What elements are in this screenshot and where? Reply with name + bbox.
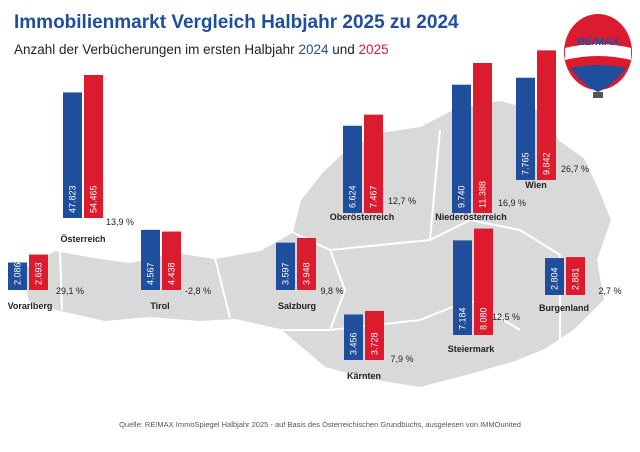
value-label: 11.388 [478,181,488,208]
category-label: Niederösterreich [435,212,507,222]
bar [566,257,585,295]
change-label: 9,8 % [320,286,343,296]
value-label: 2.086 [13,262,23,285]
value-label: 3.948 [302,262,312,285]
change-label: 12,5 % [492,312,520,322]
logo-text: RE/MAX [577,36,620,48]
bar [473,63,492,213]
value-label: 2.804 [550,267,560,290]
change-label: 2,7 % [598,286,621,296]
value-label: 2.881 [571,267,581,290]
value-label: 8.080 [479,307,489,330]
bar [141,229,160,290]
category-label: Steiermark [448,344,496,354]
value-label: 3.456 [349,332,359,355]
bar [63,92,82,218]
value-label: 6.624 [348,185,358,208]
bar [162,231,181,290]
category-label: Burgenland [539,303,589,313]
bar [364,114,383,213]
change-label: 7,9 % [390,354,413,364]
bar [453,240,472,335]
value-label: 2.693 [34,262,44,285]
value-label: 47.823 [68,185,78,213]
subtitle: Anzahl der Verbücherungen im ersten Halb… [14,42,389,57]
subtitle-joiner: und [332,42,355,57]
bar [297,237,316,290]
category-label: Vorarlberg [8,301,53,311]
logo: RE/MAX [564,14,632,98]
change-label: -2,8 % [185,286,211,296]
bar [29,254,48,290]
bar [84,75,103,218]
category-label: Kärnten [347,371,381,381]
change-label: 16,9 % [498,198,526,208]
subtitle-text: Anzahl der Verbücherungen im ersten Halb… [14,42,295,57]
value-label: 3.728 [370,332,380,355]
value-label: 4.567 [146,262,156,285]
change-label: 29,1 % [56,286,84,296]
value-label: 4.438 [167,262,177,285]
value-label: 9.740 [457,185,467,208]
change-label: 26,7 % [561,164,589,174]
value-label: 54.465 [89,185,99,213]
value-label: 7.467 [369,185,379,208]
category-label: Tirol [150,301,169,311]
bar [545,258,564,295]
value-label: 9.842 [542,152,552,175]
legend-entry: 2024 [298,42,329,57]
bar [8,262,27,290]
change-label: 12,7 % [388,196,416,206]
title: Immobilienmarkt Vergleich Halbjahr 2025 … [14,12,459,33]
bar [474,228,493,335]
legend-entry: 2025 [358,42,389,57]
bar [516,77,535,180]
bar [276,242,295,290]
value-label: 7.184 [458,307,468,330]
category-label: Oberösterreich [330,212,395,222]
source: Quelle: RE/MAX ImmoSpiegel Halbjahr 2025… [119,420,521,429]
category-label: Wien [525,180,546,190]
category-label: Salzburg [278,301,316,311]
bar [365,310,384,360]
bar [344,314,363,360]
category-label: Österreich [60,234,105,244]
bar [343,125,362,213]
bar [452,84,471,213]
value-label: 3.597 [281,262,291,285]
bar [537,50,556,180]
value-label: 7.765 [521,152,531,175]
change-label: 13,9 % [106,217,134,227]
